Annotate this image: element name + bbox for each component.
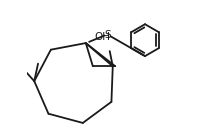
- Text: OH: OH: [94, 32, 110, 42]
- Text: S: S: [104, 30, 111, 40]
